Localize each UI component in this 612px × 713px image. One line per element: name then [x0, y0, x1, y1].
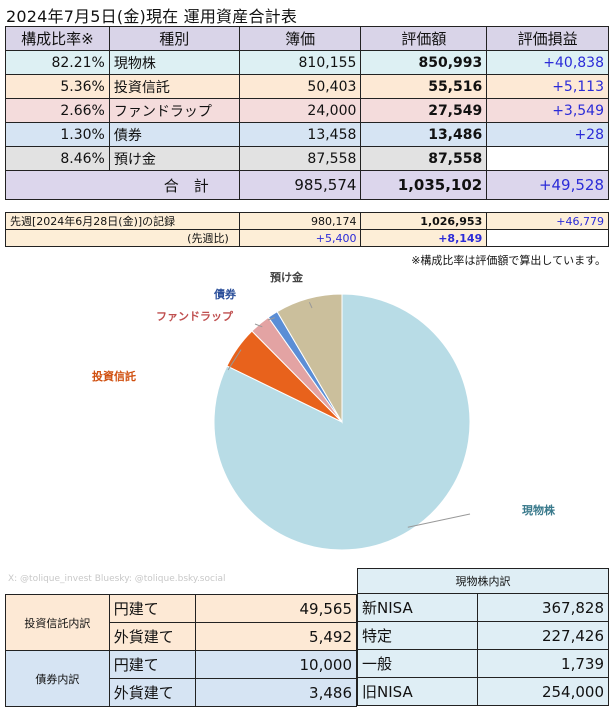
row-pl — [486, 146, 609, 171]
breakdown-item-name: 円建て — [108, 594, 196, 623]
row-value: 850,993 — [360, 50, 488, 75]
header-type: 種別 — [108, 26, 240, 51]
diff-value: +8,149 — [360, 229, 488, 247]
diff-book: +5,400 — [238, 229, 362, 247]
header-book: 簿価 — [238, 26, 362, 51]
diff-label: (先週比) — [5, 229, 240, 247]
stock-breakdown-name: 旧NISA — [357, 677, 478, 706]
asset-row: 8.46% 預け金 87,558 87,558 — [5, 146, 609, 171]
stock-breakdown-value: 1,739 — [476, 649, 609, 678]
stock-breakdown-title: 現物株内訳 — [357, 568, 609, 594]
row-book: 24,000 — [238, 98, 362, 123]
stock-breakdown-row: 一般 1,739 — [357, 649, 609, 678]
asset-table: 構成比率※ 種別 簿価 評価額 評価損益 82.21% 現物株 810,155 850… — [5, 26, 609, 200]
row-value: 87,558 — [360, 146, 488, 171]
left-breakdown-table: 投資信託内訳 円建て 49,565 外貨建て 5,492 債券内訳 円建て 10,000 外貨建… — [5, 594, 358, 707]
pie-leader-line — [254, 323, 263, 328]
row-book: 13,458 — [238, 122, 362, 147]
pie-label: 投資信託 — [92, 369, 136, 383]
total-label: 合 計 — [5, 170, 240, 200]
row-type: ファンドラップ — [108, 98, 240, 123]
asset-row: 82.21% 現物株 810,155 850,993 +40,838 — [5, 50, 609, 75]
asset-row: 2.66% ファンドラップ 24,000 27,549 +3,549 — [5, 98, 609, 123]
header-pl: 評価損益 — [486, 26, 609, 51]
row-ratio: 8.46% — [5, 146, 110, 171]
stock-breakdown-name: 一般 — [357, 649, 478, 678]
stock-breakdown-table: 現物株内訳 新NISA 367,828 特定 227,426 一般 1,739 旧NISA 2… — [357, 568, 609, 706]
breakdown-item-value: 49,565 — [194, 594, 358, 623]
stock-breakdown-name: 特定 — [357, 621, 478, 650]
breakdown-group-label: 投資信託内訳 — [5, 594, 110, 651]
row-book: 810,155 — [238, 50, 362, 75]
row-value: 27,549 — [360, 98, 488, 123]
breakdown-row: 債券内訳 円建て 10,000 — [5, 650, 358, 707]
row-pl: +40,838 — [486, 50, 609, 75]
pie-label: 債券 — [213, 287, 237, 301]
pie-slice — [276, 293, 343, 424]
pie-label: 預け金 — [270, 270, 304, 284]
breakdown-item-name: 円建て — [108, 650, 196, 679]
prev-book: 980,174 — [238, 212, 362, 230]
breakdown-item-name: 外貨建て — [108, 622, 196, 651]
stock-breakdown-value: 227,426 — [476, 621, 609, 650]
pie-leader-line — [227, 349, 242, 371]
total-book: 985,574 — [238, 170, 362, 200]
prev-value: 1,026,953 — [360, 212, 488, 230]
pie-leader-line — [407, 513, 471, 528]
asset-row: 1.30% 債券 13,458 13,486 +28 — [5, 122, 609, 147]
breakdown-group-label: 債券内訳 — [5, 650, 110, 707]
row-book: 87,558 — [238, 146, 362, 171]
breakdown-row: 投資信託内訳 円建て 49,565 — [5, 594, 358, 651]
row-type: 投資信託 — [108, 74, 240, 99]
header-ratio: 構成比率※ — [5, 26, 110, 51]
watermark: X: @tolique_invest Bluesky: @tolique.bsk… — [8, 574, 226, 584]
prev-label: 先週[2024年6月28日(金)]の記録 — [5, 212, 240, 230]
stock-breakdown-row: 特定 227,426 — [357, 621, 609, 650]
pie-label: 現物株 — [522, 503, 556, 517]
row-type: 預け金 — [108, 146, 240, 171]
stock-breakdown-row: 旧NISA 254,000 — [357, 677, 609, 706]
row-type: 債券 — [108, 122, 240, 147]
breakdown-item-name: 外貨建て — [108, 678, 196, 707]
breakdown-item-value: 3,486 — [194, 678, 358, 707]
stock-breakdown-row: 新NISA 367,828 — [357, 593, 609, 622]
row-ratio: 2.66% — [5, 98, 110, 123]
footnote: ※構成比率は評価額で算出しています。 — [411, 254, 606, 267]
prev-pl: +46,779 — [486, 212, 609, 230]
row-book: 50,403 — [238, 74, 362, 99]
table-header: 構成比率※ 種別 簿価 評価額 評価損益 — [5, 26, 609, 51]
total-pl: +49,528 — [486, 170, 609, 200]
asset-row: 5.36% 投資信託 50,403 55,516 +5,113 — [5, 74, 609, 99]
row-ratio: 82.21% — [5, 50, 110, 75]
total-value: 1,035,102 — [360, 170, 488, 200]
page-title: 2024年7月5日(金)現在 運用資産合計表 — [6, 7, 298, 26]
row-type: 現物株 — [108, 50, 240, 75]
prev-row: 先週[2024年6月28日(金)]の記録 980,174 1,026,953 +… — [5, 212, 609, 230]
pie-label: ファンドラップ — [156, 309, 234, 323]
previous-week-table: 先週[2024年6月28日(金)]の記録 980,174 1,026,953 +… — [5, 212, 609, 247]
row-pl: +28 — [486, 122, 609, 147]
row-value: 13,486 — [360, 122, 488, 147]
header-value: 評価額 — [360, 26, 488, 51]
stock-breakdown-name: 新NISA — [357, 593, 478, 622]
row-ratio: 1.30% — [5, 122, 110, 147]
row-value: 55,516 — [360, 74, 488, 99]
diff-row: (先週比) +5,400 +8,149 — [5, 229, 609, 247]
total-row: 合 計 985,574 1,035,102 +49,528 — [5, 170, 609, 200]
stock-breakdown-value: 254,000 — [476, 677, 609, 706]
allocation-pie-chart: 現物株 投資信託 ファンドラップ 債券 預け金 — [92, 270, 556, 551]
row-pl: +3,549 — [486, 98, 609, 123]
row-pl: +5,113 — [486, 74, 609, 99]
row-ratio: 5.36% — [5, 74, 110, 99]
diff-empty — [486, 229, 609, 247]
stock-breakdown-value: 367,828 — [476, 593, 609, 622]
pie-leader-line — [267, 317, 275, 321]
breakdown-item-value: 5,492 — [194, 622, 358, 651]
breakdown-item-value: 10,000 — [194, 650, 358, 679]
pie-leader-line — [308, 301, 313, 309]
